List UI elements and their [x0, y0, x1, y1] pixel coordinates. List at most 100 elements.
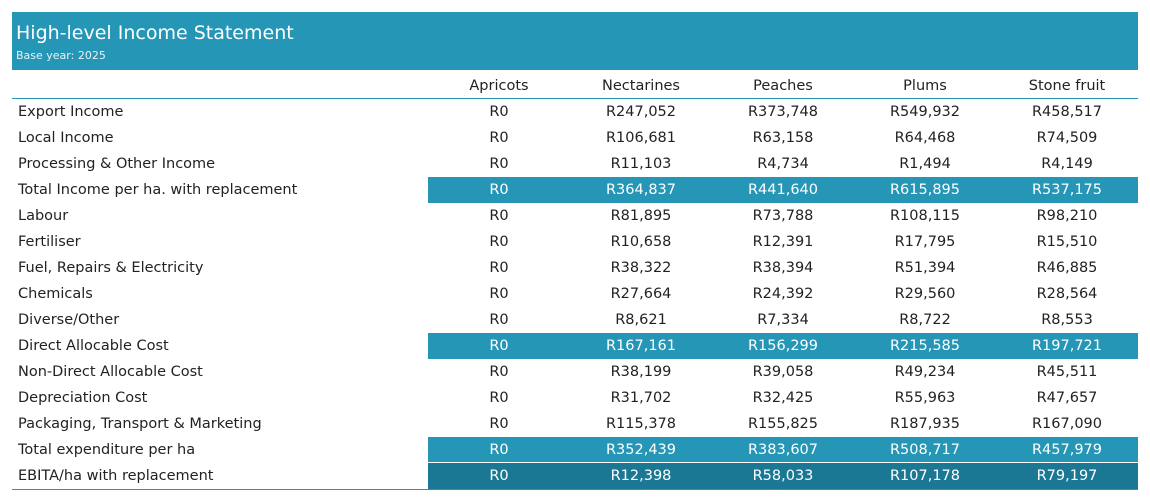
table-cell[interactable]: R0: [489, 260, 509, 276]
column-header[interactable]: Peaches: [712, 74, 854, 99]
table-cell[interactable]: R27,664: [610, 286, 672, 302]
table-cell[interactable]: R0: [489, 390, 509, 406]
table-cell[interactable]: R383,607: [712, 437, 854, 463]
table-cell[interactable]: R10,658: [610, 234, 672, 250]
table-cell[interactable]: R38,322: [610, 260, 672, 276]
table-cell[interactable]: R352,439: [570, 437, 712, 463]
table-cell[interactable]: R31,702: [610, 390, 672, 406]
report-subtitle: Base year: 2025: [16, 49, 106, 62]
row-label: Non-Direct Allocable Cost: [18, 364, 203, 380]
row-label: Fuel, Repairs & Electricity: [18, 260, 204, 276]
table-cell[interactable]: R373,748: [747, 104, 819, 120]
table-cell[interactable]: R38,394: [752, 260, 814, 276]
table-row: Depreciation Cost R0 R31,702 R32,425 R55,963…: [12, 385, 1138, 411]
row-label: Processing & Other Income: [18, 156, 216, 172]
report-title: High-level Income Statement: [16, 22, 294, 44]
column-header[interactable]: Apricots: [428, 74, 570, 99]
table-cell[interactable]: R0: [489, 416, 509, 432]
table-cell[interactable]: R79,197: [996, 463, 1138, 490]
table-cell[interactable]: R8,553: [1041, 312, 1093, 328]
table-cell[interactable]: R4,734: [757, 156, 809, 172]
table-cell[interactable]: R167,090: [1031, 416, 1103, 432]
table-cell[interactable]: R58,033: [712, 463, 854, 490]
column-header[interactable]: Nectarines: [570, 74, 712, 99]
table-row: Chemicals R0 R27,664 R24,392 R29,560 R28,564: [12, 281, 1138, 307]
table-cell[interactable]: R0: [428, 437, 570, 463]
row-label: Total expenditure per ha: [18, 442, 196, 458]
table-cell[interactable]: R49,234: [894, 364, 956, 380]
table-cell[interactable]: R73,788: [752, 208, 814, 224]
table-cell[interactable]: R98,210: [1036, 208, 1098, 224]
table-cell[interactable]: R81,895: [610, 208, 672, 224]
table-cell[interactable]: R115,378: [605, 416, 677, 432]
table-cell[interactable]: R1,494: [899, 156, 951, 172]
table-cell[interactable]: R64,468: [894, 130, 956, 146]
table-cell[interactable]: R364,837: [570, 177, 712, 203]
table-cell[interactable]: R32,425: [752, 390, 814, 406]
table-cell[interactable]: R0: [428, 177, 570, 203]
report-header-banner: High-level Income Statement Base year: 2…: [12, 12, 1138, 70]
table-cell[interactable]: R8,621: [615, 312, 667, 328]
table-cell[interactable]: R7,334: [757, 312, 809, 328]
table-cell[interactable]: R0: [489, 286, 509, 302]
table-cell[interactable]: R0: [489, 104, 509, 120]
table-cell[interactable]: R615,895: [854, 177, 996, 203]
table-cell[interactable]: R29,560: [894, 286, 956, 302]
table-cell[interactable]: R0: [489, 312, 509, 328]
table-cell[interactable]: R17,795: [894, 234, 956, 250]
table-cell[interactable]: R24,392: [752, 286, 814, 302]
column-header[interactable]: Stone fruit: [996, 74, 1138, 99]
table-row: Fuel, Repairs & Electricity R0 R38,322 R38,…: [12, 255, 1138, 281]
table-cell[interactable]: R15,510: [1036, 234, 1098, 250]
table-cell[interactable]: R45,511: [1036, 364, 1098, 380]
table-cell[interactable]: R28,564: [1036, 286, 1098, 302]
table-cell[interactable]: R549,932: [889, 104, 961, 120]
table-cell[interactable]: R12,391: [752, 234, 814, 250]
table-cell[interactable]: R8,722: [899, 312, 951, 328]
table-cell[interactable]: R537,175: [996, 177, 1138, 203]
table-cell[interactable]: R197,721: [996, 333, 1138, 359]
table-cell[interactable]: R441,640: [712, 177, 854, 203]
table-cell[interactable]: R63,158: [752, 130, 814, 146]
table-cell[interactable]: R0: [489, 364, 509, 380]
table-cell[interactable]: R12,398: [570, 463, 712, 490]
table-cell[interactable]: R0: [428, 463, 570, 490]
table-cell[interactable]: R187,935: [889, 416, 961, 432]
table-cell[interactable]: R38,199: [610, 364, 672, 380]
table-cell[interactable]: R0: [489, 130, 509, 146]
table-cell[interactable]: R167,161: [570, 333, 712, 359]
row-label: Labour: [18, 208, 69, 224]
table-cell[interactable]: R106,681: [605, 130, 677, 146]
row-label-header: [12, 74, 428, 99]
table-row: Packaging, Transport & Marketing R0 R115,3…: [12, 411, 1138, 437]
table-cell[interactable]: R0: [489, 208, 509, 224]
table-cell[interactable]: R108,115: [889, 208, 961, 224]
table-cell[interactable]: R508,717: [854, 437, 996, 463]
table-cell[interactable]: R74,509: [1036, 130, 1098, 146]
table-cell[interactable]: R4,149: [1041, 156, 1093, 172]
table-row: Diverse/Other R0 R8,621 R7,334 R8,722 R8,553: [12, 307, 1138, 333]
table-row: Local Income R0 R106,681 R63,158 R64,468 R74,…: [12, 125, 1138, 151]
row-label: Fertiliser: [18, 234, 81, 250]
table-cell[interactable]: R55,963: [894, 390, 956, 406]
table-cell[interactable]: R0: [489, 234, 509, 250]
table-cell[interactable]: R47,657: [1036, 390, 1098, 406]
row-label: Diverse/Other: [18, 312, 120, 328]
table-cell[interactable]: R457,979: [996, 437, 1138, 463]
income-statement-table: Apricots Nectarines Peaches Plums Stone …: [12, 74, 1138, 490]
table-cell[interactable]: R155,825: [747, 416, 819, 432]
column-header[interactable]: Plums: [854, 74, 996, 99]
table-cell[interactable]: R0: [428, 333, 570, 359]
table-cell[interactable]: R247,052: [605, 104, 677, 120]
table-cell[interactable]: R11,103: [610, 156, 672, 172]
table-cell[interactable]: R51,394: [894, 260, 956, 276]
table-cell[interactable]: R39,058: [752, 364, 814, 380]
table-cell[interactable]: R156,299: [712, 333, 854, 359]
table-cell[interactable]: R458,517: [1031, 104, 1103, 120]
table-cell[interactable]: R107,178: [854, 463, 996, 490]
table-cell[interactable]: R0: [489, 156, 509, 172]
table-cell[interactable]: R46,885: [1036, 260, 1098, 276]
table-row: Non-Direct Allocable Cost R0 R38,199 R39,05…: [12, 359, 1138, 385]
table-cell[interactable]: R215,585: [854, 333, 996, 359]
row-label: Export Income: [18, 104, 124, 120]
